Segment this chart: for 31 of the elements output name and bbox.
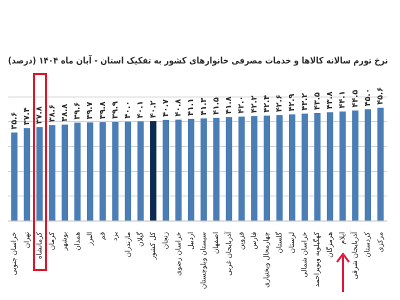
data-label: ۴۲.۹: [287, 94, 296, 112]
data-label: ۴۴.۵: [350, 90, 360, 108]
data-label: ۳۹.۷: [85, 102, 94, 120]
data-label: ۳۷.۸: [34, 106, 44, 124]
data-label: ۴۰.۲: [148, 100, 158, 118]
data-label: ۳۷.۴: [22, 107, 32, 126]
data-label: ۴۲.۰: [236, 96, 246, 114]
data-label: ۳۹.۸: [98, 101, 107, 120]
data-label: ۳۸.۸: [60, 104, 69, 122]
data-label: ۴۰.۱: [136, 100, 145, 118]
data-label: ۴۳.۲: [300, 92, 309, 111]
data-label: ۴۱.۱: [186, 98, 196, 116]
data-label: ۴۰.۰: [123, 100, 132, 119]
data-label: ۴۳.۵: [312, 92, 322, 110]
data-label: ۳۹.۹: [110, 101, 120, 119]
data-label: ۳۵.۶: [9, 112, 18, 130]
data-label: ۴۱.۵: [211, 97, 220, 115]
data-label: ۳۸.۶: [47, 104, 56, 122]
data-label: ۴۱.۳: [198, 98, 208, 116]
data-label: ۴۱.۸: [224, 96, 234, 114]
data-label: ۴۲.۲: [249, 95, 258, 114]
data-label: ۳۹.۶: [72, 102, 82, 120]
data-label: ۴۵.۰: [362, 88, 372, 106]
data-label: ۴۵.۶: [376, 86, 385, 105]
data-label: ۴۲.۶: [274, 94, 284, 112]
data-label: ۴۰.۸: [174, 98, 183, 117]
chart-title: نرخ تورم سالانه کالاها و خدمات مصرفی خانوارهای کشور به تفکیک استان - آبان ماه ۱۴۰۴ (درصد): [8, 54, 388, 67]
data-label: ۴۳.۸: [325, 91, 334, 110]
data-label: ۴۲.۴: [262, 94, 271, 113]
data-label: ۴۴.۱: [338, 90, 347, 108]
data-label: ۴۰.۷: [160, 99, 170, 117]
